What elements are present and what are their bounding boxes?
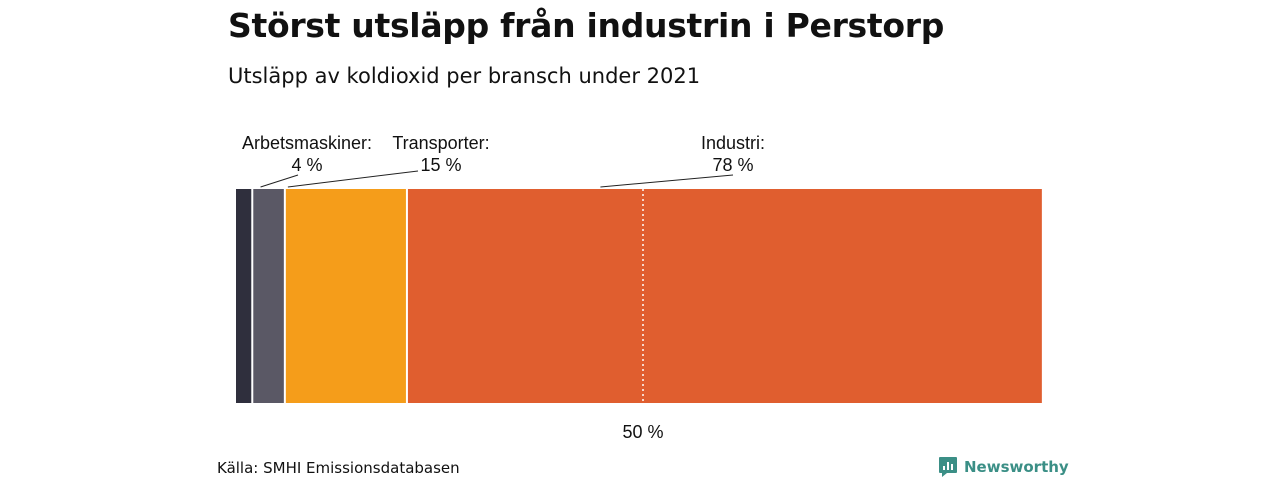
bar-segment-arbetsmaskiner: [252, 189, 285, 403]
bar-segment-övrigt: [236, 189, 253, 403]
segment-value-transporter: 15 %: [420, 155, 461, 175]
newsworthy-logo: Newsworthy: [938, 456, 1069, 478]
leader-line-arbetsmaskiner: [260, 174, 299, 188]
segment-value-industri: 78 %: [712, 155, 753, 175]
segment-label-transporter: Transporter:: [392, 133, 489, 153]
bar-segment-transporter: [284, 189, 407, 403]
source-note: Källa: SMHI Emissionsdatabasen: [217, 459, 460, 477]
segment-label-industri: Industri:: [701, 133, 765, 153]
bar-segment-industri: [406, 189, 1042, 403]
leader-line-industri: [600, 174, 734, 188]
chart-subtitle: Utsläpp av koldioxid per bransch under 2…: [228, 64, 701, 88]
newsworthy-logo-text: Newsworthy: [964, 458, 1069, 476]
newsworthy-logo-icon: [939, 457, 957, 477]
chart-title: Störst utsläpp från industrin i Perstorp: [228, 6, 945, 45]
leader-line-transporter: [287, 170, 419, 188]
segment-label-arbetsmaskiner: Arbetsmaskiner:: [242, 133, 372, 153]
segment-value-arbetsmaskiner: 4 %: [291, 155, 322, 175]
reference-line-label: 50 %: [622, 422, 663, 442]
